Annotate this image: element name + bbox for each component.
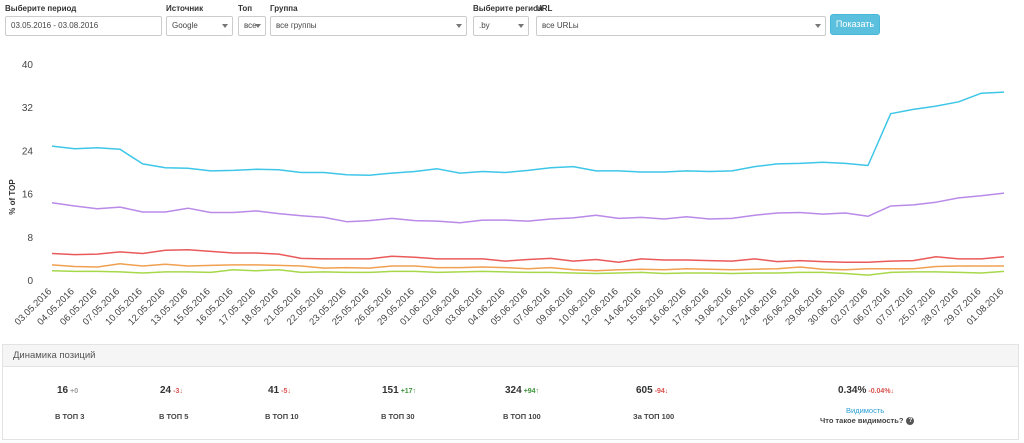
top-select[interactable]: все <box>238 16 266 36</box>
group-value: все группы <box>276 21 317 30</box>
stat-delta: +0 <box>70 388 79 395</box>
y-tick-label: 24 <box>22 146 34 157</box>
group-select[interactable]: все группы <box>270 16 467 36</box>
y-tick-label: 0 <box>27 276 33 287</box>
stat-top5: 24 -3↓ <box>160 385 183 396</box>
stat-label: В ТОП 30 <box>381 412 415 421</box>
stat-label: В ТОП 10 <box>265 412 299 421</box>
source-select[interactable]: Google <box>166 16 233 36</box>
stat-value: 24 <box>160 385 172 396</box>
y-tick-label: 16 <box>22 190 34 201</box>
stat-delta: -94↓ <box>654 388 669 395</box>
filter-bar: Выберите период 03.05.2016 - 03.08.2016 … <box>0 0 1024 40</box>
y-axis-label: % of TOP <box>8 179 17 215</box>
position-chart: % of TOP 0 8 16 24 32 40 03.05.201604.05.2016… <box>8 60 1006 328</box>
stat-top100: 324 +94↑ <box>505 385 539 396</box>
region-label: Выберите регион <box>473 4 543 13</box>
region-select[interactable]: .by <box>473 16 529 36</box>
series-line-4 <box>51 263 1004 272</box>
stat-beyond-top100: 605 -94↓ <box>636 385 668 396</box>
stat-delta: +94↑ <box>523 388 540 395</box>
stat-label: В ТОП 3 <box>55 412 85 421</box>
stat-delta: -5↓ <box>281 388 291 395</box>
url-value: все URLы <box>542 21 579 30</box>
position-dynamics-panel: Динамика позиций 16 +0 В ТОП 3 24 -3↓ В ТО… <box>2 344 1019 440</box>
source-label: Источник <box>166 4 204 13</box>
series-line-2 <box>51 192 1005 224</box>
visibility-link[interactable]: Видимость <box>846 406 885 415</box>
stat-delta: -0.04%↓ <box>868 388 895 395</box>
stat-label: В ТОП 100 <box>503 412 541 421</box>
period-value: 03.05.2016 - 03.08.2016 <box>11 21 99 30</box>
panel-title: Динамика позиций <box>3 345 1018 367</box>
top-value: все <box>244 21 257 30</box>
group-label: Группа <box>270 4 298 13</box>
visibility-question[interactable]: Что такое видимость?? <box>820 416 915 426</box>
y-ticks: 0 8 16 24 32 40 <box>22 60 34 287</box>
series-lines <box>51 91 1005 276</box>
series-line-1 <box>51 91 1005 176</box>
stat-value: 0.34% <box>838 385 867 396</box>
stat-label: За ТОП 100 <box>633 412 675 421</box>
stat-delta: -3↓ <box>173 388 183 395</box>
y-tick-label: 32 <box>22 103 34 114</box>
y-tick-label: 8 <box>27 233 33 244</box>
x-ticks: 03.05.201604.05.201606.05.201607.05.2016… <box>13 286 1006 327</box>
url-select[interactable]: все URLы <box>536 16 826 36</box>
stat-top3: 16 +0 <box>57 385 78 396</box>
stat-top30: 151 +17↑ <box>382 385 416 396</box>
stat-value: 41 <box>268 385 280 396</box>
stat-value: 324 <box>505 385 522 396</box>
chevron-down-icon <box>255 24 261 28</box>
y-tick-label: 40 <box>22 60 34 71</box>
chevron-down-icon <box>815 24 821 28</box>
period-label: Выберите период <box>5 4 77 13</box>
chevron-down-icon <box>222 24 228 28</box>
stat-delta: +17↑ <box>400 388 417 395</box>
stat-value: 605 <box>636 385 653 396</box>
chevron-down-icon <box>518 24 524 28</box>
visibility-question-text: Что такое видимость? <box>820 416 904 425</box>
stat-top10: 41 -5↓ <box>268 385 291 396</box>
source-value: Google <box>172 21 198 30</box>
series-line-5 <box>51 268 1005 276</box>
series-line-3 <box>51 249 1005 263</box>
chevron-down-icon <box>456 24 462 28</box>
stat-label: В ТОП 5 <box>159 412 189 421</box>
top-label: Топ <box>238 4 253 13</box>
stat-value: 16 <box>57 385 69 396</box>
stat-value: 151 <box>382 385 399 396</box>
show-button[interactable]: Показать <box>830 14 880 35</box>
stat-visibility: 0.34% -0.04%↓ <box>838 385 894 396</box>
period-input[interactable]: 03.05.2016 - 03.08.2016 <box>5 16 162 36</box>
help-icon[interactable]: ? <box>906 417 915 426</box>
url-label: URL <box>536 4 553 13</box>
region-value: .by <box>479 21 490 30</box>
